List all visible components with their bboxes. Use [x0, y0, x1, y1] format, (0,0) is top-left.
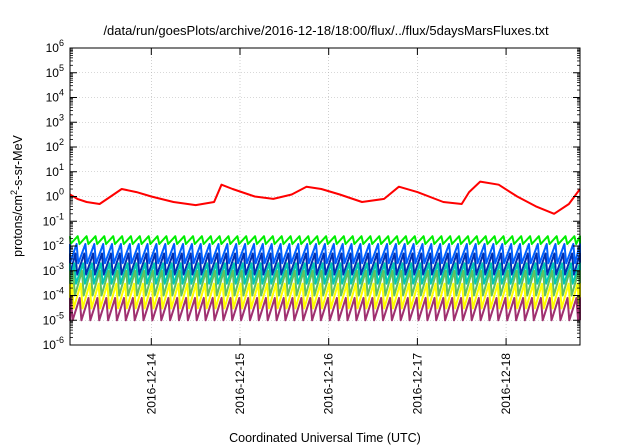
series-line-1 — [69, 180, 581, 215]
x-tick-label: 2016-12-15 — [233, 353, 247, 415]
x-tick-label: 2016-12-18 — [499, 353, 513, 415]
y-tick-label: 10-3 — [43, 261, 64, 278]
x-axis-label: Coordinated Universal Time (UTC) — [229, 431, 421, 445]
y-tick-label: 10-5 — [43, 310, 64, 327]
x-tick-label: 2016-12-14 — [144, 353, 158, 415]
chart-title: /data/run/goesPlots/archive/2016-12-18/1… — [103, 23, 549, 38]
x-tick-label: 2016-12-17 — [410, 353, 424, 415]
series-line-3 — [69, 243, 581, 265]
y-tick-label: 104 — [46, 88, 64, 105]
y-axis-label-part1: protons/cm — [11, 195, 25, 257]
y-axis-label-sup: 2 — [9, 190, 19, 195]
y-tick-label: 10-2 — [43, 236, 64, 253]
y-axis: 10-6 10-5 10-4 10-3 10-2 10-1 100 101 102 103 104 1… — [43, 38, 580, 352]
y-tick-label: 100 — [46, 187, 64, 204]
y-axis-label: protons/cm2-s-sr-MeV — [9, 134, 25, 256]
y-tick-label: 105 — [46, 63, 64, 80]
y-axis-label-part2: -s-sr-MeV — [11, 134, 25, 190]
y-tick-label: 102 — [46, 137, 64, 154]
y-tick-label: 106 — [46, 38, 64, 55]
x-tick-label: 2016-12-16 — [322, 353, 336, 415]
series-group — [69, 180, 581, 322]
y-tick-label: 103 — [46, 112, 64, 129]
series-line-5 — [69, 262, 581, 285]
x-axis: 2016-12-14 2016-12-15 2016-12-16 2016-12-17… — [144, 48, 513, 414]
y-tick-label: 101 — [46, 162, 64, 179]
y-tick-label: 10-6 — [43, 335, 64, 352]
series-line-2 — [69, 235, 581, 245]
series-line-8 — [69, 296, 581, 322]
y-tick-label: 10-1 — [43, 211, 64, 228]
y-tick-label: 10-4 — [43, 286, 64, 303]
series-line-6 — [69, 269, 581, 297]
series-line-7 — [69, 282, 581, 310]
series-line-4 — [69, 252, 581, 276]
